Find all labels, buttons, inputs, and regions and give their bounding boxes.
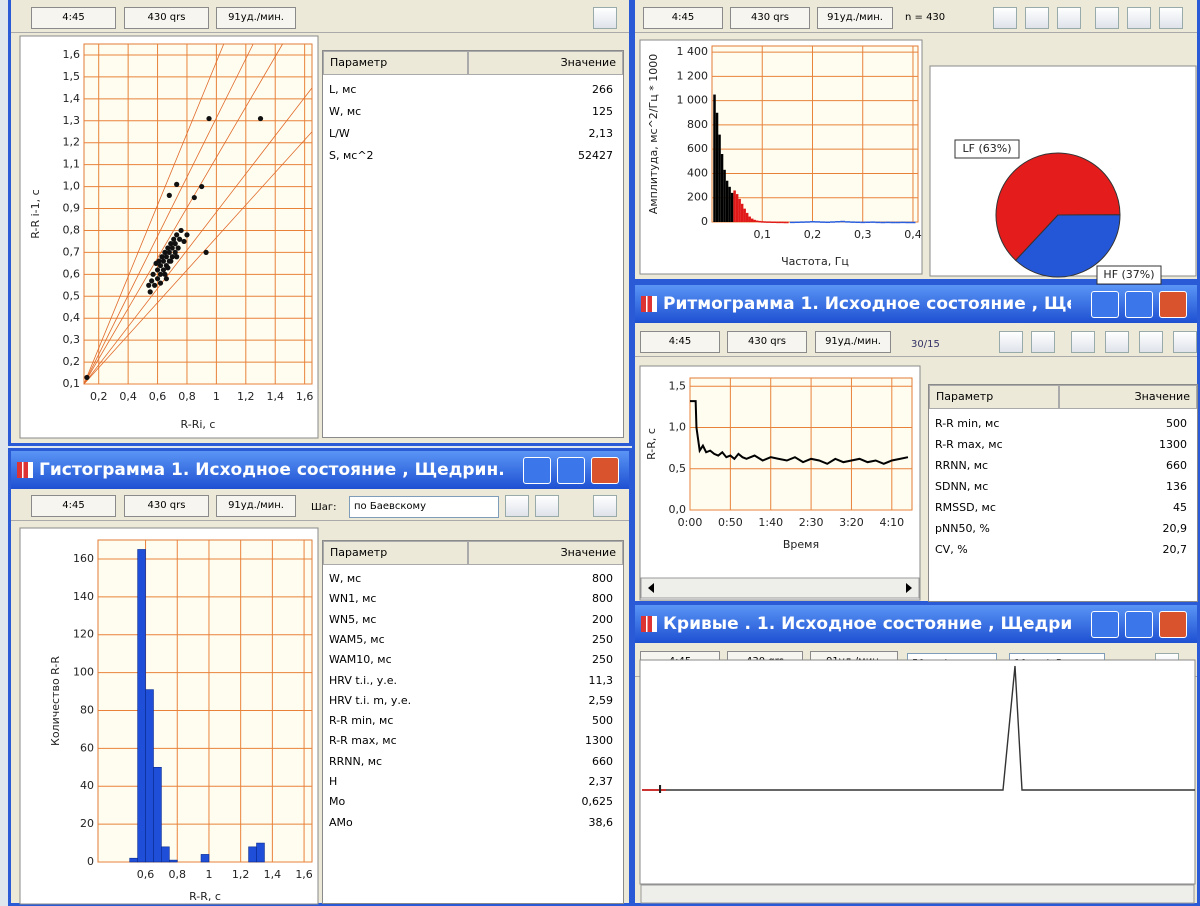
parameter-value: 2,59 bbox=[474, 691, 613, 711]
parameter-value: 500 bbox=[1064, 413, 1187, 434]
minimize-button[interactable] bbox=[523, 457, 551, 484]
toolbar-field[interactable]: 4:45 bbox=[31, 495, 116, 517]
toolbar-field[interactable]: 30/15 bbox=[911, 335, 959, 355]
parameter-value: 125 bbox=[474, 101, 613, 123]
parameter-value: 800 bbox=[474, 569, 613, 589]
toolbar-field[interactable]: 430 qrs bbox=[124, 495, 209, 517]
toolbar-field[interactable]: 4:45 bbox=[640, 651, 720, 673]
toolbar-button[interactable] bbox=[1071, 331, 1095, 353]
maximize-button[interactable] bbox=[557, 457, 585, 484]
parameter-value: 250 bbox=[474, 630, 613, 650]
toolbar-button[interactable] bbox=[1139, 331, 1163, 353]
table-header[interactable]: Значение bbox=[468, 51, 623, 75]
parameter-value: 0,625 bbox=[474, 792, 613, 812]
title-bar: Гистограмма 1. Исходное состояние , Щедр… bbox=[11, 451, 629, 489]
maximize-button[interactable] bbox=[1125, 611, 1153, 638]
toolbar-field[interactable]: 91уд./мин. bbox=[817, 7, 893, 29]
desktop: 4:45 430 qrs 91уд./мин. ПараметрЗначениеL, … bbox=[0, 0, 1200, 906]
window: 4:45 430 qrs 91уд./мин. n = 430 bbox=[632, 0, 1200, 282]
toolbar-field[interactable]: 430 qrs bbox=[124, 7, 209, 29]
toolbar-field[interactable]: 91уд./мин. bbox=[216, 495, 296, 517]
window-title: Гистограмма 1. Исходное состояние , Щедр… bbox=[39, 451, 503, 489]
close-button[interactable] bbox=[591, 457, 619, 484]
parameter-value: 52427 bbox=[474, 145, 613, 167]
parameter-value: 20,7 bbox=[1064, 539, 1187, 560]
toolbar-button[interactable] bbox=[1025, 7, 1049, 29]
parameter-table: ПараметрЗначениеR-R min, мс500R-R max, м… bbox=[928, 384, 1198, 602]
parameter-value: 660 bbox=[474, 752, 613, 772]
parameter-value: 136 bbox=[1064, 476, 1187, 497]
window: Кривые . 1. Исходное состояние , Щедрин-… bbox=[632, 602, 1200, 906]
parameter-value: 500 bbox=[474, 711, 613, 731]
toolbar-button[interactable] bbox=[535, 495, 559, 517]
step-label: Шаг: bbox=[311, 499, 347, 517]
toolbar-field[interactable]: 91уд./мин. bbox=[216, 7, 296, 29]
parameter-value: 800 bbox=[474, 589, 613, 609]
window-title: Ритмограмма 1. Исходное состояние , Щедр… bbox=[663, 285, 1071, 323]
toolbar-button[interactable] bbox=[1095, 7, 1119, 29]
window-title: Кривые . 1. Исходное состояние , Щедрин-… bbox=[663, 605, 1071, 643]
toolbar-field[interactable]: 430 qrs bbox=[730, 7, 810, 29]
toolbar-field[interactable]: 4:45 bbox=[640, 331, 720, 353]
parameter-value: 2,13 bbox=[474, 123, 613, 145]
parameter-value: 11,3 bbox=[474, 671, 613, 691]
parameter-value: 1300 bbox=[474, 731, 613, 751]
table-header[interactable]: Значение bbox=[1059, 385, 1197, 409]
minimize-button[interactable] bbox=[1091, 611, 1119, 638]
parameter-value: 266 bbox=[474, 79, 613, 101]
parameter-value: 20,9 bbox=[1064, 518, 1187, 539]
title-bar: Кривые . 1. Исходное состояние , Щедрин-… bbox=[635, 605, 1197, 643]
toolbar-field[interactable]: 430 qrs bbox=[727, 331, 807, 353]
gain-dropdown[interactable]: 10 мм/мВ bbox=[1009, 653, 1105, 675]
parameter-value: 200 bbox=[474, 610, 613, 630]
toolbar-field[interactable]: 430 qrs bbox=[727, 651, 803, 673]
toolbar-field[interactable]: 91уд./мин. bbox=[815, 331, 891, 353]
toolbar-button[interactable] bbox=[593, 7, 617, 29]
toolbar-button[interactable] bbox=[999, 331, 1023, 353]
parameter-table: ПараметрЗначениеL, мс266W, мс125L/W2,13S… bbox=[322, 50, 624, 438]
toolbar-field[interactable]: 91уд./мин. bbox=[810, 651, 898, 673]
close-button[interactable] bbox=[1159, 611, 1187, 638]
toolbar-button[interactable] bbox=[1105, 331, 1129, 353]
toolbar-button[interactable] bbox=[1057, 7, 1081, 29]
table-header[interactable]: Значение bbox=[468, 541, 623, 565]
table-header[interactable]: Параметр bbox=[323, 541, 468, 565]
parameter-value: 1300 bbox=[1064, 434, 1187, 455]
toolbar-button[interactable] bbox=[1031, 331, 1055, 353]
step-dropdown[interactable]: по Баевскому bbox=[349, 496, 499, 518]
parameter-value: 45 bbox=[1064, 497, 1187, 518]
toolbar-button[interactable] bbox=[505, 495, 529, 517]
toolbar-button[interactable] bbox=[1173, 331, 1197, 353]
window-icon bbox=[641, 296, 657, 312]
toolbar-field[interactable]: 4:45 bbox=[31, 7, 116, 29]
table-header[interactable]: Параметр bbox=[323, 51, 468, 75]
parameter-value: 2,37 bbox=[474, 772, 613, 792]
toolbar-button[interactable] bbox=[1159, 7, 1183, 29]
parameter-value: 250 bbox=[474, 650, 613, 670]
minimize-button[interactable] bbox=[1091, 291, 1119, 318]
toolbar-field[interactable]: n = 430 bbox=[905, 7, 961, 29]
toolbar-button[interactable] bbox=[1155, 653, 1179, 675]
toolbar-button[interactable] bbox=[1127, 7, 1151, 29]
speed-dropdown[interactable]: 50 мм/с bbox=[907, 653, 997, 675]
window-icon bbox=[641, 616, 657, 632]
maximize-button[interactable] bbox=[1125, 291, 1153, 318]
window-icon bbox=[17, 462, 33, 478]
table-header[interactable]: Параметр bbox=[929, 385, 1059, 409]
parameter-value: 38,6 bbox=[474, 813, 613, 833]
toolbar-button[interactable] bbox=[993, 7, 1017, 29]
close-button[interactable] bbox=[1159, 291, 1187, 318]
toolbar-button[interactable] bbox=[593, 495, 617, 517]
parameter-value: 660 bbox=[1064, 455, 1187, 476]
toolbar-field[interactable]: 4:45 bbox=[643, 7, 723, 29]
title-bar: Ритмограмма 1. Исходное состояние , Щедр… bbox=[635, 285, 1197, 323]
